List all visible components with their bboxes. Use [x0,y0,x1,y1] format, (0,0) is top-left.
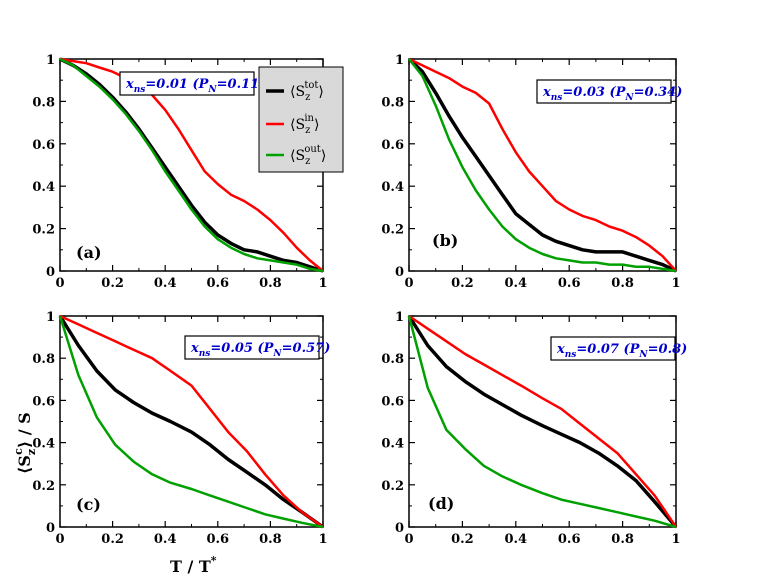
panel-label-a: (a) [76,243,102,262]
series-line-tot-b [407,57,677,273]
y-tick-label: 0.8 [32,95,55,110]
annotation-box-c [184,335,320,360]
x-tick-label: 0.8 [611,532,634,547]
x-tick-label: 0.4 [504,532,527,547]
x-tick-label: 0.8 [611,276,634,291]
series-line-out-d [407,315,677,529]
legend: ⟨Sztot⟩ ⟨Szin⟩ ⟨Szout⟩ [258,66,344,173]
series-line-out-a [59,57,324,273]
series-line-out-c [58,315,324,529]
y-tick-label: 0.2 [381,223,404,238]
x-tick-label: 1 [671,276,680,291]
y-tick-label: 1 [46,53,55,68]
annotation-text-c: xns=0.05 (PN=0.57) [190,341,330,359]
y-tick-label: 0 [46,521,55,536]
y-tick-label: 0.8 [381,352,404,367]
x-tick-label: 0.6 [558,276,581,291]
x-tick-label: 0.6 [206,276,229,291]
series-line-in-c [59,314,324,529]
y-tick-label: 0.6 [32,394,55,409]
panel-a: 0 0.2 0.4 0.6 0.8 1 0 0.2 0.4 0.6 0.8 1 (a) xns=0.01 … [32,53,327,291]
legend-label-tot: ⟨Sztot⟩ [290,80,324,103]
x-tick-label: 0.2 [451,276,474,291]
y-tick-label: 0.4 [32,180,55,195]
series-line-tot-d [407,315,678,529]
annotation-text-b: xns=0.03 (PN=0.34) [542,85,682,103]
annotation-box-a [119,71,255,96]
y-tick-label: 1 [46,310,55,325]
x-tick-label: 0.2 [451,532,474,547]
series-line-tot-c [58,315,325,529]
y-tick-label: 0.2 [381,479,404,494]
x-tick-label: 0.4 [154,532,177,547]
x-tick-label: 0.2 [101,276,124,291]
y-tick-label: 0.8 [32,352,55,367]
y-tick-label: 0.6 [32,138,55,153]
series-line-out-b [408,58,677,273]
y-tick-label: 0.8 [381,95,404,110]
x-tick-label: 0.6 [206,532,229,547]
x-tick-label: 0.8 [259,276,282,291]
series-line-in-a [59,57,324,272]
panel-c: 0 0.2 0.4 0.6 0.8 1 0 0.2 0.4 0.6 0.8 1 (c) xns=0.05 … [32,310,330,547]
x-tick-label: 1 [318,276,327,291]
series-line-in-b [408,57,677,272]
series-line-in-d [408,314,678,528]
y-tick-label: 0.4 [32,437,55,452]
y-tick-label: 0.6 [381,394,404,409]
x-tick-label: 0.2 [101,532,124,547]
y-tick-label: 0.2 [32,479,55,494]
y-tick-label: 1 [395,310,404,325]
x-axis-title: T / T* [170,554,217,576]
panel-d: 0 0.2 0.4 0.6 0.8 1 0 0.2 0.4 0.6 0.8 1 (d) xns=0.07 … [381,310,687,547]
x-tick-label: 0 [404,276,413,291]
annotation-box-b [536,79,672,104]
annotation-text-d: xns=0.07 (PN=0.8) [556,342,687,360]
series-line-tot-a [59,57,324,273]
x-tick-label: 0 [55,532,64,547]
panel-label-d: (d) [428,494,454,513]
y-tick-label: 0 [395,521,404,536]
panel-label-b: (b) [432,231,458,250]
y-tick-label: 0.4 [381,180,404,195]
y-tick-label: 1 [395,53,404,68]
x-tick-label: 0.4 [154,276,177,291]
y-tick-label: 0 [395,265,404,280]
y-tick-label: 0.2 [32,223,55,238]
x-tick-label: 0.4 [504,276,527,291]
panel-label-c: (c) [76,495,101,514]
legend-label-out: ⟨Szout⟩ [290,144,326,167]
y-tick-label: 0.6 [381,138,404,153]
x-tick-label: 0 [55,276,64,291]
y-tick-label: 0 [46,265,55,280]
x-tick-label: 1 [671,532,680,547]
panel-b: 0 0.2 0.4 0.6 0.8 1 0 0.2 0.4 0.6 0.8 1 (b) xns=0.03 … [381,53,682,291]
y-tick-label: 0.4 [381,437,404,452]
annotation-text-a: xns=0.01 (PN=0.11) [125,77,265,95]
annotation-box-d [550,336,676,361]
x-tick-label: 0.6 [558,532,581,547]
x-tick-label: 0.8 [259,532,282,547]
x-tick-label: 1 [318,532,327,547]
x-tick-label: 0 [404,532,413,547]
legend-label-in: ⟨Szin⟩ [290,113,319,136]
y-axis-title: ⟨Szc⟩ / S [12,412,38,474]
